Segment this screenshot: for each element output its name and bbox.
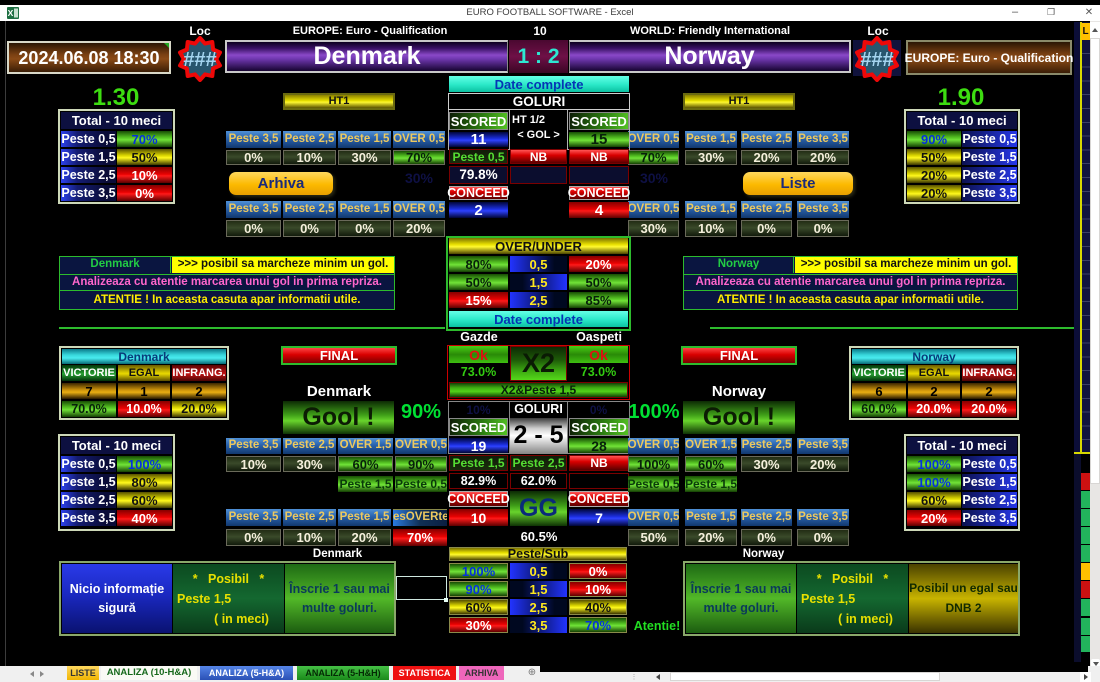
svg-text:X: X bbox=[8, 8, 14, 18]
svg-text:###: ### bbox=[183, 49, 216, 71]
svg-text:###: ### bbox=[860, 49, 893, 71]
